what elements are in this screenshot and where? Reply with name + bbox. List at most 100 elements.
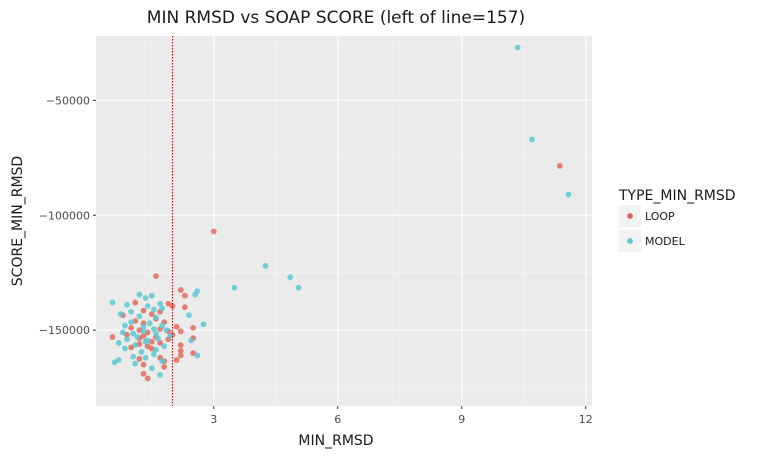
data-point-model <box>262 262 269 269</box>
data-point-model <box>130 353 137 360</box>
data-point-model <box>128 319 135 326</box>
data-point-loop <box>132 299 139 306</box>
data-point-model <box>157 372 163 378</box>
data-point-model <box>150 326 157 332</box>
data-point-model <box>142 354 149 361</box>
data-point-loop <box>144 375 151 382</box>
data-point-model <box>514 44 521 51</box>
data-point-model <box>136 291 143 298</box>
legend-item-loop: LOOP <box>619 205 675 227</box>
data-point-loop <box>140 307 147 314</box>
data-point-model <box>295 284 302 291</box>
data-point-model <box>194 352 201 359</box>
data-point-loop <box>177 347 184 354</box>
data-point-model <box>157 300 163 307</box>
x-axis-title: MIN_RMSD <box>298 433 373 449</box>
data-point-loop <box>140 333 147 339</box>
data-point-model <box>122 322 128 329</box>
data-point-model <box>124 301 130 308</box>
data-point-model <box>150 306 157 313</box>
data-point-model <box>153 314 159 321</box>
legend-label-model: MODEL <box>645 235 686 248</box>
legend-label-loop: LOOP <box>645 210 675 223</box>
data-point-model <box>200 321 207 328</box>
data-point-loop <box>153 273 159 280</box>
data-point-model <box>132 342 139 348</box>
data-point-model <box>142 338 149 345</box>
plot-panel <box>96 36 592 406</box>
data-point-model <box>142 295 149 301</box>
x-tick-label: 6 <box>334 413 341 426</box>
data-point-model <box>140 328 147 335</box>
x-tick-label: 12 <box>579 413 593 426</box>
x-tick-label: 3 <box>210 413 217 426</box>
data-point-loop <box>140 370 147 377</box>
legend-item-model: MODEL <box>619 230 686 252</box>
data-point-model <box>119 329 126 336</box>
legend-marker-loop <box>627 213 633 219</box>
data-point-model <box>140 323 147 330</box>
data-point-loop <box>556 162 563 169</box>
data-point-model <box>111 359 118 366</box>
data-point-model <box>287 274 294 281</box>
data-point-model <box>153 330 159 337</box>
data-point-model <box>109 299 116 306</box>
data-point-model <box>163 327 170 334</box>
data-point-model <box>565 191 572 198</box>
data-point-model <box>128 308 135 315</box>
chart-title: MIN RMSD vs SOAP SCORE (left of line=157… <box>147 8 525 28</box>
data-point-loop <box>181 292 188 299</box>
data-point-model <box>529 136 535 143</box>
data-point-model <box>117 311 124 317</box>
data-point-model <box>188 337 194 344</box>
legend-title: TYPE_MIN_RMSD <box>618 188 736 204</box>
data-point-model <box>136 313 143 320</box>
data-point-loop <box>109 334 116 340</box>
major-gridlines <box>96 36 592 406</box>
legend-marker-model <box>627 238 633 244</box>
data-point-model <box>159 322 166 329</box>
data-point-model <box>159 358 166 365</box>
x-axis-ticks: 3 6 9 12 <box>210 406 593 426</box>
y-tick-label: −100000 <box>39 209 90 222</box>
data-point-model <box>159 305 166 312</box>
data-point-loop <box>161 364 168 370</box>
data-point-loop <box>177 328 184 335</box>
data-point-model <box>231 284 238 291</box>
y-tick-label: −150000 <box>39 324 90 337</box>
data-point-loop <box>157 339 163 346</box>
data-point-model <box>192 291 199 298</box>
data-point-loop <box>173 323 180 330</box>
data-point-model <box>155 335 161 342</box>
data-point-loop <box>148 311 155 317</box>
data-point-loop <box>140 361 147 368</box>
data-point-model <box>138 349 145 355</box>
y-tick-label: −50000 <box>46 94 90 107</box>
data-point-model <box>161 343 168 350</box>
data-point-loop <box>177 287 184 293</box>
data-point-model <box>115 339 122 346</box>
data-point-model <box>134 334 141 340</box>
data-point-model <box>144 303 151 309</box>
data-point-model <box>146 320 153 327</box>
data-point-loop <box>128 324 135 331</box>
data-point-model <box>148 365 155 371</box>
data-point-model <box>186 312 192 319</box>
data-point-model <box>150 351 157 358</box>
data-point-model <box>130 330 137 337</box>
data-point-loop <box>173 357 180 363</box>
data-point-loop <box>177 342 184 348</box>
data-point-loop <box>210 228 217 235</box>
data-point-model <box>132 360 139 367</box>
legend: TYPE_MIN_RMSD LOOP MODEL <box>618 188 736 252</box>
minor-gridlines <box>96 36 592 406</box>
data-point-loop <box>190 324 197 331</box>
data-point-model <box>148 292 155 299</box>
data-point-model <box>122 345 128 352</box>
data-points <box>109 44 572 382</box>
data-point-model <box>124 336 130 343</box>
data-point-model <box>153 346 159 353</box>
y-axis-title: SCORE_MIN_RMSD <box>10 156 26 286</box>
data-point-loop <box>177 352 184 359</box>
